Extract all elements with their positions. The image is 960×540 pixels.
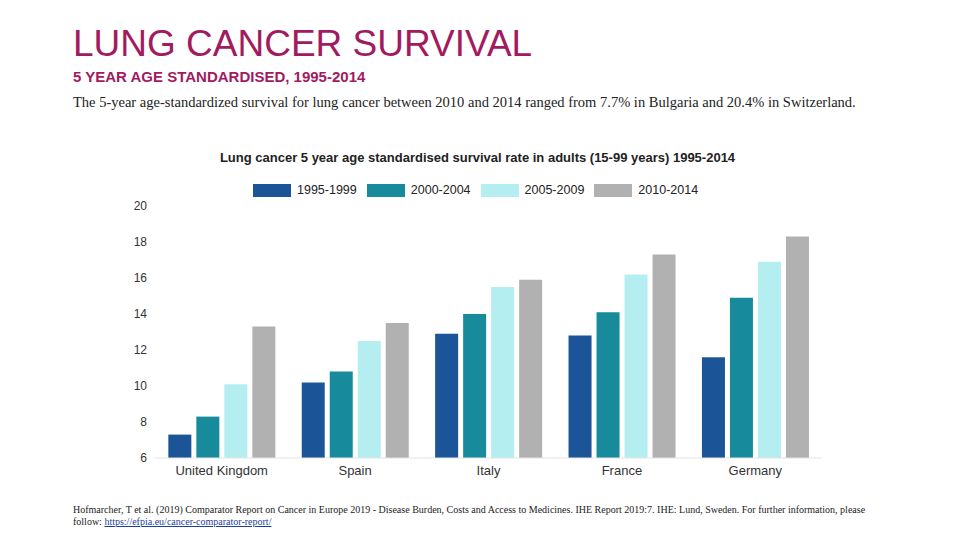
svg-text:12: 12 [134, 343, 148, 357]
html-text:5 YEAR AGE STANDARDISED, 1995-: 5 YEAR AGE STANDARDISED, 1995-2014 [73, 68, 366, 85]
html-text:1995-1999: 1995-1999 [297, 183, 357, 197]
svg-text:6: 6 [140, 451, 147, 465]
svg-text:Spain: Spain [338, 463, 371, 478]
svg-text:Italy: Italy [477, 463, 501, 478]
html-text:Lung cancer 5 year age standar: Lung cancer 5 year age standardised surv… [219, 150, 736, 165]
svg-text:United Kingdom: United Kingdom [175, 463, 268, 478]
html-text:Hofmarcher, T et al. (2019) Co: Hofmarcher, T et al. (2019) Comparator R… [73, 504, 866, 527]
svg-text:Germany: Germany [729, 463, 783, 478]
html-text:2010-2014: 2010-2014 [638, 183, 699, 197]
html-text:LUNG CANCER SURVIVAL: LUNG CANCER SURVIVAL [73, 23, 533, 64]
html-text:2000-2004: 2000-2004 [410, 183, 471, 197]
html-text:2005-2009: 2005-2009 [524, 183, 585, 197]
html-text:The 5-year age-standardized su: The 5-year age-standardized survival for… [73, 94, 856, 110]
svg-text:18: 18 [134, 235, 148, 249]
svg-text:8: 8 [140, 415, 147, 429]
svg-text:10: 10 [134, 379, 148, 393]
svg-text:France: France [602, 463, 642, 478]
svg-text:14: 14 [134, 307, 148, 321]
svg-text:16: 16 [134, 271, 148, 285]
svg-text:20: 20 [134, 199, 148, 213]
